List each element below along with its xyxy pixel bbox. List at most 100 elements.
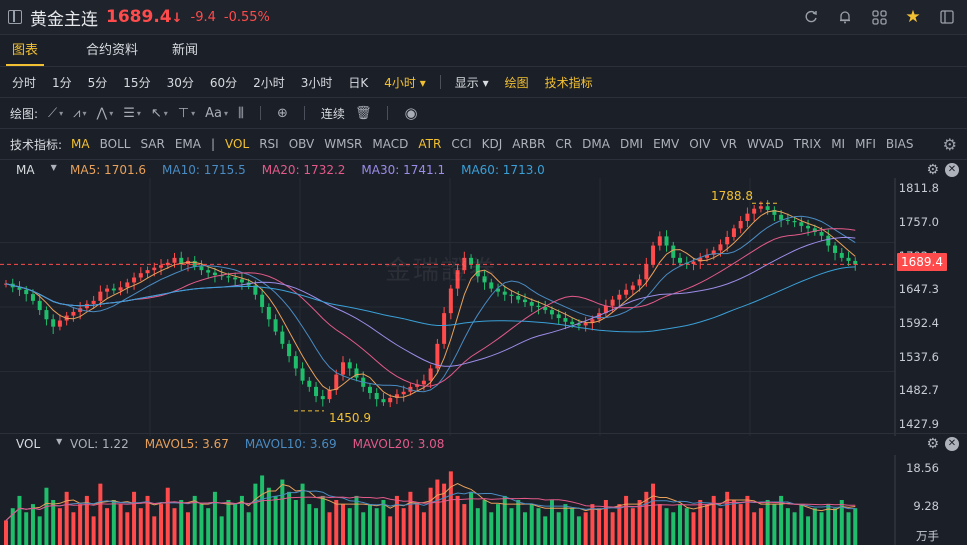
volume-tick-label: 18.56	[906, 461, 939, 476]
ma-selector[interactable]: MA ▼	[16, 163, 57, 177]
candle	[226, 276, 231, 278]
volume-bar	[772, 504, 777, 545]
period-30min[interactable]: 30分	[166, 75, 194, 90]
vol-settings-icon[interactable]: ⚙	[926, 436, 939, 452]
indicator-obv[interactable]: OBV	[288, 137, 315, 151]
indicator-vr[interactable]: VR	[720, 137, 737, 151]
continuous-toggle[interactable]: 连续	[320, 106, 345, 121]
ma20-line	[5, 228, 856, 387]
tab-contract-info[interactable]: 合约资料	[86, 43, 139, 58]
period-4h-dropdown[interactable]: 4小时 ▾	[384, 75, 426, 90]
candle	[455, 270, 460, 289]
candle	[341, 362, 346, 375]
eye-icon[interactable]: ◉	[404, 104, 418, 122]
candle	[651, 245, 656, 264]
price-tick-label: 1427.9	[898, 417, 939, 431]
trend-tool-icon[interactable]: ⩘ ▾	[73, 105, 87, 121]
draw-toggle[interactable]: 绘图	[504, 75, 529, 90]
price-tick-label: 1482.7	[898, 383, 939, 398]
indicator-dmi[interactable]: DMI	[619, 137, 644, 151]
indicator-vol[interactable]: VOL	[225, 137, 250, 151]
candle	[172, 257, 177, 263]
period-60min[interactable]: 60分	[209, 75, 238, 90]
indicator-emv[interactable]: EMV	[653, 137, 680, 151]
volume-bar	[758, 508, 763, 545]
volume-bar	[738, 504, 743, 545]
indicator-sar[interactable]: SAR	[140, 137, 165, 151]
period-1min[interactable]: 1分	[52, 75, 72, 90]
candle	[637, 279, 642, 286]
candle	[145, 270, 150, 274]
candle	[624, 289, 629, 295]
cursor-tool-icon[interactable]: ⊤ ▾	[177, 105, 196, 121]
volume-bar	[105, 508, 110, 545]
vol-close-icon[interactable]: ✕	[945, 437, 959, 451]
candle	[132, 277, 137, 283]
measure-tool-icon[interactable]: ⫼	[238, 105, 245, 121]
text-tool-icon[interactable]: Aa ▾	[205, 105, 229, 121]
volume-bar	[24, 512, 29, 545]
ma-close-icon[interactable]: ✕	[945, 163, 959, 177]
indicator-oiv[interactable]: OIV	[689, 137, 711, 151]
candle	[475, 264, 480, 277]
indicator-wmsr[interactable]: WMSR	[324, 137, 363, 151]
period-2h[interactable]: 2小时	[253, 75, 285, 90]
candle	[549, 310, 554, 315]
indicator-trix[interactable]: TRIX	[793, 137, 822, 151]
indicator-wvad[interactable]: WVAD	[747, 137, 784, 151]
indicator-boll[interactable]: BOLL	[99, 137, 131, 151]
sidebar-panel-icon[interactable]	[939, 9, 955, 25]
candle	[792, 221, 797, 223]
star-icon[interactable]: ★	[905, 7, 921, 27]
indicator-atr[interactable]: ATR	[418, 137, 442, 151]
indicator-sep: |	[211, 137, 216, 151]
period-5min[interactable]: 5分	[87, 75, 108, 90]
indicator-arbr[interactable]: ARBR	[512, 137, 546, 151]
indicator-rsi[interactable]: RSI	[259, 137, 279, 151]
line-tool-icon[interactable]: ⟋ ▾	[48, 105, 64, 121]
zoom-icon[interactable]: ⊕	[277, 105, 288, 121]
volume-bar	[334, 500, 339, 545]
indicator-ma[interactable]: MA	[71, 137, 90, 151]
tab-chart[interactable]: 图表	[0, 36, 50, 66]
indicator-cr[interactable]: CR	[555, 137, 573, 151]
ma-settings-icon[interactable]: ⚙	[926, 162, 939, 178]
period-daily[interactable]: 日K	[348, 75, 369, 90]
volume-bar	[381, 500, 386, 545]
display-dropdown[interactable]: 显示 ▾	[454, 75, 489, 90]
divider	[0, 34, 967, 35]
indicator-ema[interactable]: EMA	[174, 137, 201, 151]
refresh-icon[interactable]	[803, 9, 819, 25]
period-15min[interactable]: 15分	[123, 75, 151, 90]
volume-bar	[212, 491, 217, 545]
trash-icon[interactable]: 🗑	[354, 105, 372, 121]
indicator-settings-icon[interactable]: ⚙	[942, 134, 957, 154]
indicator-bias[interactable]: BIAS	[885, 137, 914, 151]
indicator-dma[interactable]: DMA	[582, 137, 610, 151]
sidebar-toggle-icon[interactable]	[8, 10, 22, 24]
tab-news[interactable]: 新闻	[172, 43, 199, 58]
period-3h[interactable]: 3小时	[300, 75, 333, 90]
indicator-kdj[interactable]: KDJ	[481, 137, 503, 151]
fibonacci-tool-icon[interactable]: ☰ ▾	[123, 105, 141, 121]
period-timeshare[interactable]: 分时	[12, 75, 37, 90]
indicator-macd[interactable]: MACD	[372, 137, 409, 151]
indicators-toggle[interactable]: 技术指标	[544, 75, 593, 90]
arrow-tool-icon[interactable]: ↖ ▾	[150, 105, 168, 121]
candle	[765, 206, 770, 210]
wave-tool-icon[interactable]: ⋀ ▾	[96, 105, 114, 121]
indicator-mi[interactable]: MI	[831, 137, 846, 151]
volume-bar	[543, 516, 548, 545]
instrument-name: 黄金主连	[30, 9, 98, 30]
grid-icon[interactable]	[871, 9, 887, 25]
vol-selector[interactable]: VOL ▼	[16, 437, 63, 451]
volume-bar	[448, 471, 453, 545]
indicator-mfi[interactable]: MFI	[855, 137, 876, 151]
volume-chart[interactable]	[0, 455, 967, 545]
bell-icon[interactable]	[837, 9, 853, 25]
volume-bar	[388, 516, 393, 545]
candlestick-chart[interactable]	[0, 178, 967, 436]
vol-legend: VOL ▼ VOL: 1.22 MAVOL5: 3.67 MAVOL10: 3.69 M…	[0, 434, 967, 454]
volume-bar	[287, 491, 292, 545]
indicator-cci[interactable]: CCI	[451, 137, 472, 151]
